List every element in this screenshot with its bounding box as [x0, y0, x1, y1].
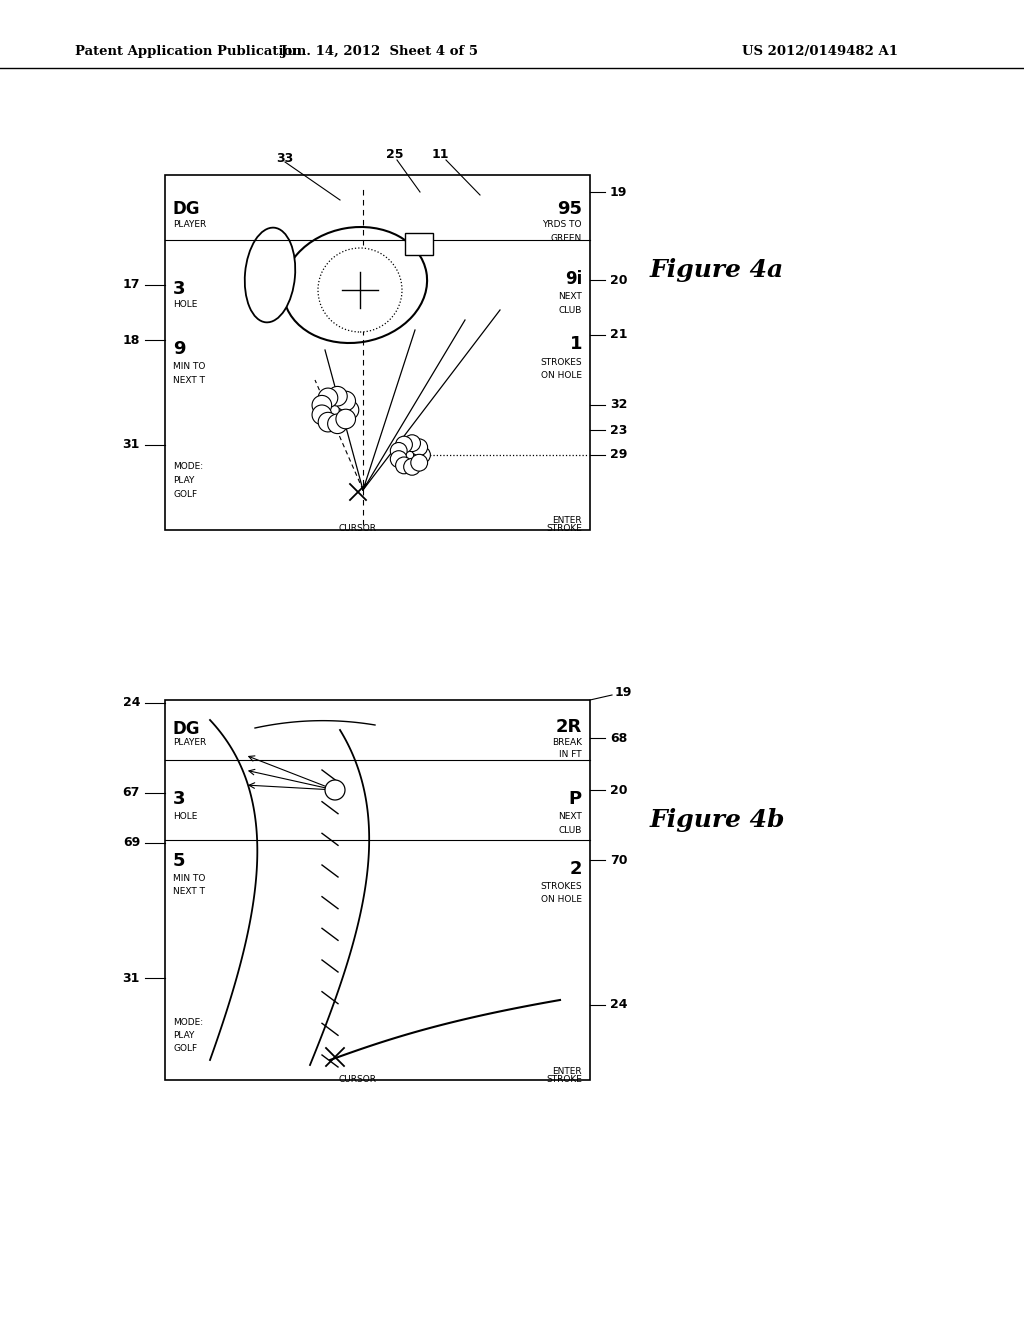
Text: 69: 69 — [123, 837, 140, 850]
Text: Figure 4a: Figure 4a — [650, 257, 784, 282]
Text: DG: DG — [173, 719, 201, 738]
Circle shape — [411, 438, 428, 455]
Text: 33: 33 — [276, 152, 294, 165]
Text: 17: 17 — [123, 279, 140, 292]
Ellipse shape — [245, 227, 295, 322]
Text: Jun. 14, 2012  Sheet 4 of 5: Jun. 14, 2012 Sheet 4 of 5 — [282, 45, 478, 58]
Circle shape — [403, 458, 421, 475]
Bar — [406, 234, 433, 255]
Text: 25: 25 — [386, 149, 403, 161]
Text: PLAY: PLAY — [173, 477, 195, 484]
Text: 11: 11 — [431, 149, 449, 161]
Text: 2R: 2R — [556, 718, 582, 737]
Text: 1: 1 — [569, 335, 582, 352]
Circle shape — [390, 442, 408, 459]
Text: DG: DG — [173, 201, 201, 218]
Text: Figure 4b: Figure 4b — [650, 808, 785, 832]
Circle shape — [336, 409, 355, 429]
Bar — [165, 700, 590, 1080]
Text: GREEN: GREEN — [551, 234, 582, 243]
Text: PLAYER: PLAYER — [173, 220, 206, 228]
Text: CURSOR: CURSOR — [339, 1074, 377, 1084]
Text: STROKE: STROKE — [546, 1074, 582, 1084]
Circle shape — [390, 450, 408, 467]
Ellipse shape — [283, 227, 427, 343]
Text: 20: 20 — [610, 784, 628, 796]
Text: 9i: 9i — [565, 271, 582, 288]
Circle shape — [328, 414, 347, 433]
Text: Patent Application Publication: Patent Application Publication — [75, 45, 302, 58]
Text: 32: 32 — [610, 399, 628, 412]
Text: MIN TO: MIN TO — [173, 874, 206, 883]
Text: 5: 5 — [173, 851, 185, 870]
Text: P: P — [569, 789, 582, 808]
Text: GOLF: GOLF — [173, 1044, 198, 1053]
Text: 24: 24 — [123, 697, 140, 710]
Text: CLUB: CLUB — [559, 306, 582, 315]
Circle shape — [395, 436, 413, 453]
Circle shape — [325, 780, 345, 800]
Text: HOLE: HOLE — [173, 812, 198, 821]
Text: 31: 31 — [123, 972, 140, 985]
Circle shape — [328, 387, 347, 407]
Text: 21: 21 — [610, 329, 628, 342]
Text: ENTER: ENTER — [552, 516, 582, 525]
Circle shape — [411, 454, 428, 471]
Text: CURSOR: CURSOR — [339, 524, 377, 533]
Text: 70: 70 — [610, 854, 628, 866]
Text: 18: 18 — [123, 334, 140, 346]
Text: 3: 3 — [173, 789, 185, 808]
Text: ON HOLE: ON HOLE — [541, 371, 582, 380]
Text: GOLF: GOLF — [173, 490, 198, 499]
Text: 29: 29 — [610, 449, 628, 462]
Circle shape — [395, 457, 413, 474]
Circle shape — [312, 396, 332, 414]
Text: 24: 24 — [610, 998, 628, 1011]
Text: PLAYER: PLAYER — [173, 738, 206, 747]
Text: 20: 20 — [610, 273, 628, 286]
Text: IN FT: IN FT — [559, 750, 582, 759]
Circle shape — [318, 248, 402, 333]
Circle shape — [318, 388, 338, 408]
Text: 68: 68 — [610, 731, 628, 744]
Text: NEXT T: NEXT T — [173, 887, 205, 896]
Text: MIN TO: MIN TO — [173, 362, 206, 371]
Text: STROKE: STROKE — [546, 524, 582, 533]
Text: BREAK: BREAK — [552, 738, 582, 747]
Text: CLUB: CLUB — [559, 826, 582, 836]
Text: STROKES: STROKES — [541, 882, 582, 891]
Text: 19: 19 — [610, 186, 628, 198]
Text: STROKES: STROKES — [541, 358, 582, 367]
Text: NEXT: NEXT — [558, 812, 582, 821]
Circle shape — [403, 434, 421, 451]
Circle shape — [414, 446, 430, 463]
Text: 19: 19 — [615, 686, 633, 700]
Text: US 2012/0149482 A1: US 2012/0149482 A1 — [742, 45, 898, 58]
Text: NEXT T: NEXT T — [173, 376, 205, 385]
Text: MODE:: MODE: — [173, 1018, 203, 1027]
Text: HOLE: HOLE — [173, 300, 198, 309]
Text: 3: 3 — [173, 280, 185, 298]
Text: 31: 31 — [123, 438, 140, 451]
Text: ENTER: ENTER — [552, 1067, 582, 1076]
Circle shape — [339, 400, 358, 420]
Text: 95: 95 — [557, 201, 582, 218]
Text: NEXT: NEXT — [558, 292, 582, 301]
Circle shape — [312, 405, 332, 425]
Text: YRDS TO: YRDS TO — [543, 220, 582, 228]
Circle shape — [318, 412, 338, 432]
Text: 67: 67 — [123, 787, 140, 800]
Text: ON HOLE: ON HOLE — [541, 895, 582, 904]
Text: 23: 23 — [610, 424, 628, 437]
Text: 2: 2 — [569, 861, 582, 878]
Text: MODE:: MODE: — [173, 462, 203, 471]
Text: PLAY: PLAY — [173, 1031, 195, 1040]
Circle shape — [336, 391, 355, 411]
Text: 9: 9 — [173, 341, 185, 358]
Bar — [165, 176, 590, 531]
